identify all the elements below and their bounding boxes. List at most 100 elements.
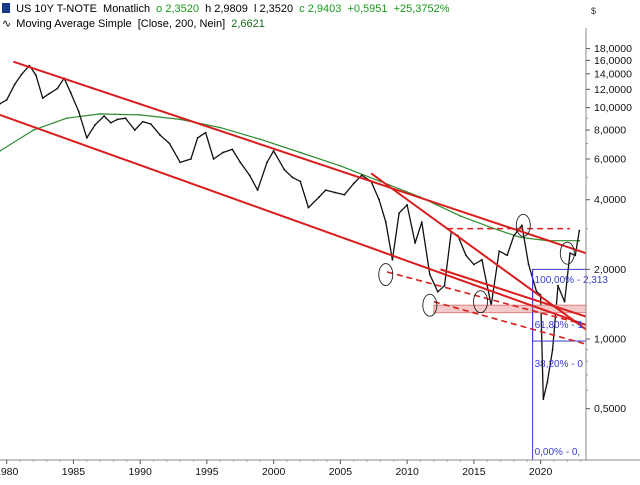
marker-ellipse-2 — [473, 290, 488, 314]
price-point — [542, 398, 545, 400]
indicator-params: [Close, 200, Nein] — [137, 18, 226, 30]
price-point — [41, 97, 44, 99]
price-point — [35, 74, 37, 77]
x-tick-label-8: 2020 — [529, 466, 553, 478]
price-point — [569, 252, 571, 255]
price-point — [384, 221, 387, 224]
price-point — [93, 124, 96, 127]
moving-average-point — [65, 117, 68, 120]
y-tick-label-0: 18,0000 — [594, 43, 632, 55]
moving-average-point — [578, 239, 581, 242]
price-point — [109, 121, 112, 124]
price-point — [212, 158, 215, 160]
price-point — [318, 196, 320, 199]
price-point — [272, 150, 275, 152]
change-value: +0,5951 — [347, 3, 388, 15]
moving-average-point — [519, 236, 522, 239]
period-label[interactable]: Monatlich — [103, 3, 151, 15]
price-point — [551, 348, 554, 351]
price-point — [291, 176, 294, 179]
price-point — [222, 151, 224, 154]
moving-average-point — [139, 114, 142, 116]
trendline-2 — [370, 172, 587, 331]
price-point — [159, 134, 162, 137]
price-point — [239, 161, 242, 164]
price-point — [378, 198, 380, 201]
price-point — [343, 193, 346, 196]
y-tick-label-7: 4,0000 — [594, 194, 626, 206]
price-point — [231, 148, 234, 151]
y-tick-label-2: 14,0000 — [594, 68, 632, 80]
price-point — [196, 137, 199, 139]
price-point — [521, 224, 523, 227]
y-tick-label-6: 6,0000 — [594, 153, 626, 165]
price-point — [5, 99, 8, 101]
price-point — [20, 73, 23, 76]
price-point — [391, 258, 394, 261]
marker-ellipse-1 — [422, 293, 438, 317]
y-tick-label-8: 2,0000 — [594, 264, 626, 276]
flag-icon — [2, 3, 10, 13]
moving-average-point — [99, 113, 101, 115]
x-tick-label-0: 1980 — [0, 466, 19, 478]
x-tick-label-3: 1995 — [195, 466, 219, 478]
trendline-5 — [433, 300, 587, 345]
x-tick-label-7: 2015 — [462, 466, 486, 478]
price-point — [307, 206, 310, 209]
x-tick-label-4: 2000 — [262, 466, 286, 478]
marker-ellipse-4 — [559, 241, 575, 265]
y-tick-label-1: 16,0000 — [594, 55, 632, 67]
price-point — [266, 161, 268, 164]
price-point — [13, 83, 16, 86]
y-tick-label-4: 10,0000 — [594, 102, 632, 114]
trendline-3 — [440, 268, 587, 318]
price-point — [352, 182, 355, 185]
price-point — [48, 92, 51, 95]
price-point — [498, 250, 501, 253]
price-point — [436, 290, 439, 293]
annotation-layer: 100,00% - 2,313 61,80% - 1 38,20% - 0 0,00%… — [378, 213, 608, 458]
indicator-name[interactable]: Moving Average Simple — [16, 18, 132, 30]
y-tick-label-10: 0,5000 — [594, 403, 626, 415]
price-point — [428, 273, 431, 276]
price-point — [0, 102, 1, 105]
y-tick-label-5: 8,0000 — [594, 125, 626, 137]
price-point — [116, 118, 119, 121]
price-point — [77, 110, 80, 113]
marker-ellipse-3 — [515, 213, 531, 237]
price-point — [256, 189, 259, 192]
marker-ellipse-0 — [378, 263, 394, 286]
moving-average-point — [339, 165, 342, 167]
price-point — [299, 180, 302, 183]
indicator-header: ∿ Moving Average Simple [Close, 200, Nei… — [2, 18, 268, 31]
price-point — [481, 258, 483, 261]
trendline-layer — [0, 60, 587, 345]
price-point — [179, 161, 182, 164]
symbol-title[interactable]: US 10Y T-NOTE — [16, 3, 97, 15]
indicator-value: 2,6621 — [231, 18, 265, 30]
price-point — [360, 174, 363, 177]
x-tick-label-6: 2010 — [395, 466, 419, 478]
x-tick-label-1: 1985 — [62, 466, 86, 478]
price-point — [168, 142, 171, 145]
price-point — [133, 129, 136, 132]
fib-label-2: 38,20% - 0 — [535, 359, 584, 370]
price-point — [563, 300, 566, 303]
high-value: h 2,9809 — [205, 3, 248, 15]
price-point — [406, 204, 408, 206]
price-point — [420, 221, 423, 224]
price-point — [527, 263, 530, 266]
open-value: o 2,3520 — [156, 3, 199, 15]
price-point — [141, 120, 144, 123]
moving-average-point — [259, 138, 262, 141]
price-point — [85, 137, 88, 139]
moving-average-point — [459, 215, 462, 218]
price-point — [465, 254, 467, 257]
price-point — [546, 381, 549, 384]
price-point — [334, 191, 336, 194]
price-point — [124, 117, 127, 120]
fib-label-1: 61,80% - 1 — [535, 320, 584, 331]
